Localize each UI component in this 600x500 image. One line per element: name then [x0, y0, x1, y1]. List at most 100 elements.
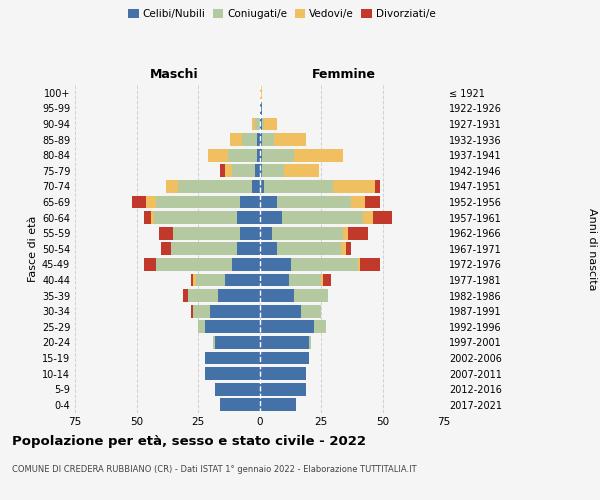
Bar — [220, 398, 260, 411]
Bar — [334, 180, 375, 193]
Bar — [238, 242, 260, 255]
Bar — [265, 180, 334, 193]
Bar — [166, 180, 178, 193]
Bar — [323, 274, 331, 286]
Bar — [225, 164, 232, 177]
Bar — [240, 227, 260, 239]
Bar — [156, 196, 240, 208]
Bar — [294, 149, 343, 162]
Bar — [343, 227, 348, 239]
Bar — [211, 304, 260, 318]
Bar — [260, 398, 296, 411]
Bar — [260, 227, 272, 239]
Bar — [227, 149, 257, 162]
Bar — [277, 196, 350, 208]
Bar — [260, 102, 262, 115]
Bar — [257, 133, 260, 146]
Bar — [346, 242, 350, 255]
Bar — [289, 274, 321, 286]
Bar — [191, 274, 193, 286]
Legend: Celibi/Nubili, Coniugati/e, Vedovi/e, Divorziati/e: Celibi/Nubili, Coniugati/e, Vedovi/e, Di… — [124, 5, 440, 24]
Bar — [146, 196, 156, 208]
Bar — [220, 164, 225, 177]
Bar — [213, 336, 215, 348]
Bar — [196, 274, 225, 286]
Bar — [154, 211, 238, 224]
Bar — [292, 258, 358, 270]
Bar — [173, 227, 240, 239]
Bar — [151, 211, 154, 224]
Bar — [205, 367, 260, 380]
Bar — [156, 258, 232, 270]
Bar — [274, 133, 306, 146]
Bar — [314, 320, 326, 333]
Bar — [277, 242, 341, 255]
Bar — [260, 86, 262, 99]
Bar — [260, 242, 277, 255]
Bar — [281, 211, 363, 224]
Bar — [254, 118, 260, 130]
Bar — [242, 133, 257, 146]
Bar — [232, 164, 254, 177]
Bar — [238, 211, 260, 224]
Bar — [260, 304, 301, 318]
Bar — [262, 149, 294, 162]
Bar — [260, 164, 262, 177]
Bar — [260, 320, 314, 333]
Bar — [260, 352, 309, 364]
Bar — [215, 336, 260, 348]
Bar — [158, 227, 173, 239]
Bar — [361, 258, 380, 270]
Bar — [301, 304, 321, 318]
Bar — [131, 196, 146, 208]
Bar — [272, 227, 343, 239]
Bar — [257, 149, 260, 162]
Bar — [260, 149, 262, 162]
Bar — [252, 180, 260, 193]
Bar — [294, 289, 328, 302]
Bar — [260, 382, 306, 396]
Bar — [348, 227, 368, 239]
Bar — [198, 320, 205, 333]
Bar — [254, 164, 260, 177]
Bar — [284, 164, 319, 177]
Bar — [260, 196, 277, 208]
Bar — [262, 164, 284, 177]
Bar — [193, 304, 211, 318]
Bar — [232, 258, 260, 270]
Bar — [178, 180, 252, 193]
Bar — [161, 242, 171, 255]
Bar — [171, 242, 238, 255]
Bar — [265, 118, 277, 130]
Bar — [193, 274, 196, 286]
Bar — [218, 289, 260, 302]
Bar — [208, 149, 227, 162]
Bar — [260, 118, 262, 130]
Bar — [144, 211, 151, 224]
Bar — [205, 320, 260, 333]
Bar — [260, 274, 289, 286]
Bar — [215, 382, 260, 396]
Bar — [260, 211, 281, 224]
Bar — [309, 336, 311, 348]
Bar — [252, 118, 254, 130]
Bar — [188, 289, 218, 302]
Bar — [183, 289, 188, 302]
Text: Anni di nascita: Anni di nascita — [587, 208, 597, 290]
Y-axis label: Fasce di età: Fasce di età — [28, 216, 38, 282]
Bar — [225, 274, 260, 286]
Text: Popolazione per età, sesso e stato civile - 2022: Popolazione per età, sesso e stato civil… — [12, 435, 366, 448]
Bar — [230, 133, 242, 146]
Bar — [260, 289, 294, 302]
Bar — [341, 242, 346, 255]
Bar — [365, 196, 380, 208]
Bar — [205, 352, 260, 364]
Bar — [363, 211, 373, 224]
Bar — [260, 180, 265, 193]
Bar — [144, 258, 156, 270]
Bar — [240, 196, 260, 208]
Bar — [260, 336, 309, 348]
Bar — [262, 118, 265, 130]
Bar — [375, 180, 380, 193]
Bar — [350, 196, 365, 208]
